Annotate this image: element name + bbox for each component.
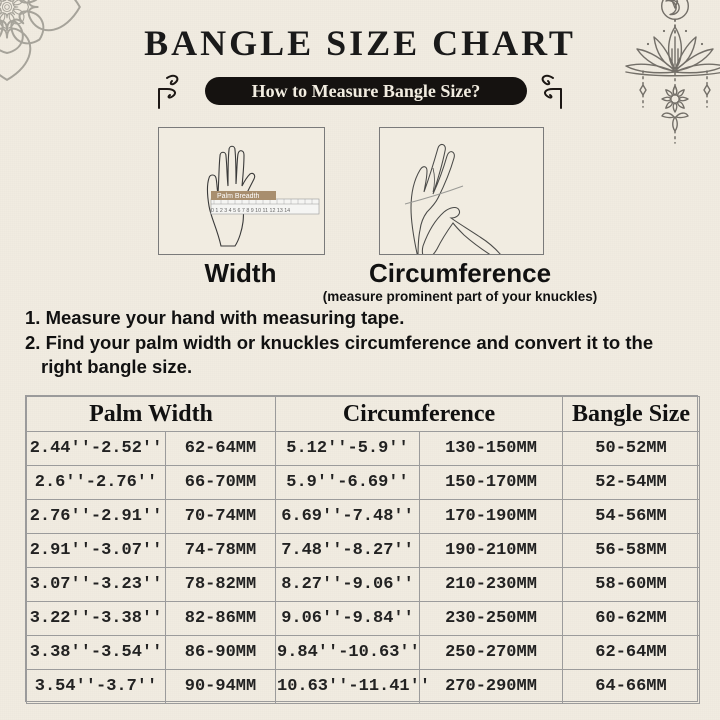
svg-text:0 1 2 3 4 5 6 7 8 9 10 11 12 1: 0 1 2 3 4 5 6 7 8 9 10 11 12 13 14 xyxy=(211,208,290,214)
svg-text:Palm Breadth: Palm Breadth xyxy=(217,193,260,200)
